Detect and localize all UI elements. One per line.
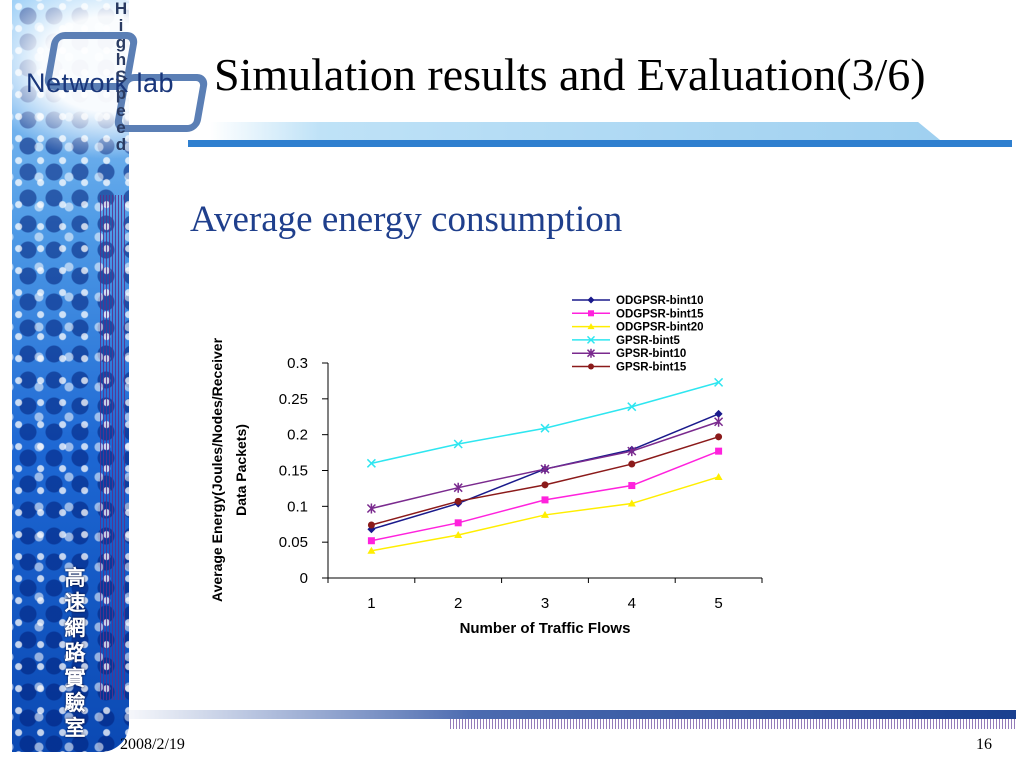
lab-name-char: 實 xyxy=(64,666,86,690)
y-tick-label: 0.1 xyxy=(287,498,308,515)
y-tick-label: 0.3 xyxy=(287,355,308,372)
lab-name-char: 室 xyxy=(64,716,86,740)
x-tick-label: 5 xyxy=(714,595,722,612)
y-tick-label: 0.25 xyxy=(279,391,308,408)
legend-label: ODGPSR-bint10 xyxy=(616,295,704,307)
legend-marker xyxy=(586,348,596,358)
data-point-GPSR-bint10 xyxy=(714,416,724,427)
data-point-GPSR-bint5 xyxy=(366,458,376,468)
x-tick-label: 4 xyxy=(628,595,636,612)
logo-glow xyxy=(0,0,240,160)
footer-date: 2008/2/19 xyxy=(120,736,185,753)
data-point-GPSR-bint10 xyxy=(453,482,463,493)
data-point-ODGPSR-bint15 xyxy=(628,482,636,490)
y-tick-label: 0.15 xyxy=(279,463,308,480)
legend-marker xyxy=(588,363,594,370)
y-tick-label: 0.05 xyxy=(279,534,308,551)
data-point-GPSR-bint15 xyxy=(715,433,723,441)
energy-line-chart: 0 0.05 0.1 0.15 0.2 0.25 0.3 1 2 3 4 5 Number of Tra… xyxy=(209,295,763,637)
vertical-brand-letter: d xyxy=(115,135,127,154)
legend-label: GPSR-bint5 xyxy=(616,335,680,347)
legend-marker xyxy=(586,335,596,344)
data-point-ODGPSR-bint20 xyxy=(454,531,463,538)
lab-name-char: 驗 xyxy=(64,691,86,715)
title-underline xyxy=(188,140,1012,147)
decorative-stripes xyxy=(100,195,126,700)
vertical-brand-letter: i xyxy=(118,16,124,35)
data-point-GPSR-bint5 xyxy=(627,402,637,412)
vertical-brand-letter: h xyxy=(115,50,127,69)
legend-label: GPSR-bint10 xyxy=(616,348,686,360)
data-point-ODGPSR-bint10 xyxy=(714,409,723,418)
data-point-ODGPSR-bint15 xyxy=(715,447,723,455)
legend-marker xyxy=(588,310,594,317)
page-number: 16 xyxy=(976,736,992,753)
title-underline-bar xyxy=(210,122,940,140)
data-point-GPSR-bint5 xyxy=(453,439,463,449)
vertical-brand-letter: p xyxy=(115,84,127,103)
legend-label: ODGPSR-bint20 xyxy=(616,322,704,334)
data-point-ODGPSR-bint20 xyxy=(627,499,636,507)
data-point-GPSR-bint15 xyxy=(367,521,375,529)
legend-label: ODGPSR-bint15 xyxy=(616,308,704,320)
data-point-GPSR-bint15 xyxy=(454,497,462,505)
data-point-ODGPSR-bint15 xyxy=(367,537,375,545)
x-axis-label: Number of Traffic Flows xyxy=(460,620,631,637)
slide-title: Simulation results and Evaluation(3/6) xyxy=(214,49,926,100)
logo-text: Network lab xyxy=(26,68,175,98)
data-point-ODGPSR-bint15 xyxy=(454,519,462,527)
y-tick-label: 0 xyxy=(300,570,308,587)
vertical-brand-letter: S xyxy=(115,67,127,86)
vertical-brand-letter: g xyxy=(115,33,127,52)
lab-name-char: 路 xyxy=(64,641,86,665)
lab-name-char: 速 xyxy=(64,591,86,615)
data-point-GPSR-bint10 xyxy=(627,446,637,457)
legend-marker xyxy=(587,323,595,330)
lab-name-char: 網 xyxy=(64,616,86,640)
data-point-GPSR-bint15 xyxy=(628,460,636,468)
y-axis-label: Average Energy(Joules/Nodes/Receiver xyxy=(209,337,225,602)
y-axis-label: Data Packets) xyxy=(233,424,249,516)
lab-name-char: 高 xyxy=(64,566,86,590)
data-point-ODGPSR-bint20 xyxy=(714,472,723,480)
footer-bar xyxy=(110,710,1016,719)
vertical-brand-letter: e xyxy=(116,118,126,137)
data-point-ODGPSR-bint15 xyxy=(541,496,549,504)
series-line-GPSR-bint5 xyxy=(371,381,719,465)
x-tick-label: 2 xyxy=(454,595,462,612)
x-tick-label: 1 xyxy=(367,595,375,612)
data-point-GPSR-bint10 xyxy=(366,503,376,514)
data-point-ODGPSR-bint20 xyxy=(541,510,549,518)
x-tick-label: 3 xyxy=(541,595,549,612)
footer-stripes xyxy=(450,719,1016,729)
legend-marker xyxy=(587,296,595,304)
y-tick-label: 0.2 xyxy=(287,427,308,444)
data-point-GPSR-bint15 xyxy=(541,481,549,489)
data-point-GPSR-bint5 xyxy=(540,423,550,433)
lab-name-vertical: 高速網路實驗室 xyxy=(60,566,90,741)
data-point-GPSR-bint5 xyxy=(714,377,724,387)
legend-label: GPSR-bint15 xyxy=(616,362,687,374)
data-point-ODGPSR-bint20 xyxy=(367,546,376,554)
slide-subtitle: Average energy consumption xyxy=(190,199,623,240)
vertical-brand-letter: H xyxy=(114,0,128,18)
vertical-brand-letter: e xyxy=(116,101,126,120)
data-point-GPSR-bint10 xyxy=(540,464,550,475)
